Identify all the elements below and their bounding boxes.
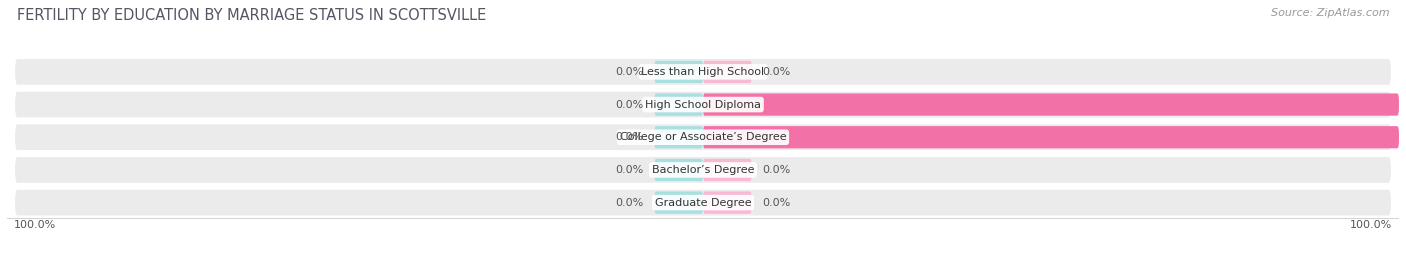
Text: 0.0%: 0.0% bbox=[616, 67, 644, 77]
Text: Source: ZipAtlas.com: Source: ZipAtlas.com bbox=[1271, 8, 1389, 18]
Text: 0.0%: 0.0% bbox=[616, 198, 644, 208]
FancyBboxPatch shape bbox=[654, 61, 703, 83]
FancyBboxPatch shape bbox=[703, 126, 1399, 148]
Text: High School Diploma: High School Diploma bbox=[645, 100, 761, 109]
FancyBboxPatch shape bbox=[654, 93, 703, 116]
Text: 100.0%: 100.0% bbox=[1350, 220, 1392, 230]
FancyBboxPatch shape bbox=[703, 93, 1399, 116]
FancyBboxPatch shape bbox=[14, 189, 1392, 217]
FancyBboxPatch shape bbox=[654, 126, 703, 148]
Text: 0.0%: 0.0% bbox=[616, 100, 644, 109]
FancyBboxPatch shape bbox=[654, 159, 703, 181]
FancyBboxPatch shape bbox=[654, 192, 703, 214]
Text: 0.0%: 0.0% bbox=[616, 165, 644, 175]
FancyBboxPatch shape bbox=[703, 159, 752, 181]
FancyBboxPatch shape bbox=[14, 123, 1392, 151]
Text: 0.0%: 0.0% bbox=[762, 67, 790, 77]
FancyBboxPatch shape bbox=[14, 156, 1392, 184]
Text: 0.0%: 0.0% bbox=[616, 132, 644, 142]
Text: 0.0%: 0.0% bbox=[762, 165, 790, 175]
FancyBboxPatch shape bbox=[14, 58, 1392, 86]
Text: Less than High School: Less than High School bbox=[641, 67, 765, 77]
Text: 100.0%: 100.0% bbox=[14, 220, 56, 230]
Text: Graduate Degree: Graduate Degree bbox=[655, 198, 751, 208]
Text: FERTILITY BY EDUCATION BY MARRIAGE STATUS IN SCOTTSVILLE: FERTILITY BY EDUCATION BY MARRIAGE STATU… bbox=[17, 8, 486, 23]
Text: College or Associate’s Degree: College or Associate’s Degree bbox=[620, 132, 786, 142]
Text: 0.0%: 0.0% bbox=[762, 198, 790, 208]
FancyBboxPatch shape bbox=[703, 192, 752, 214]
FancyBboxPatch shape bbox=[703, 61, 752, 83]
FancyBboxPatch shape bbox=[14, 91, 1392, 118]
Text: Bachelor’s Degree: Bachelor’s Degree bbox=[652, 165, 754, 175]
